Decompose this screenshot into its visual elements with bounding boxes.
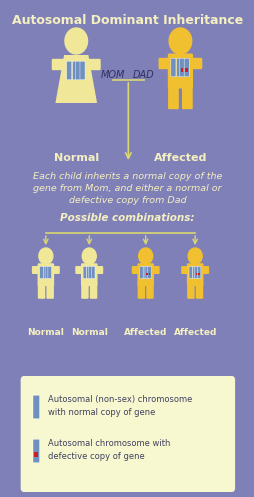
- FancyBboxPatch shape: [179, 58, 184, 77]
- FancyBboxPatch shape: [170, 58, 175, 77]
- Bar: [195, 273, 196, 275]
- FancyBboxPatch shape: [186, 263, 203, 286]
- Circle shape: [168, 28, 191, 54]
- Bar: [148, 273, 150, 275]
- Text: Each child inherits a normal copy of the: Each child inherits a normal copy of the: [33, 172, 221, 181]
- FancyBboxPatch shape: [176, 58, 181, 77]
- FancyBboxPatch shape: [192, 266, 196, 278]
- FancyBboxPatch shape: [83, 266, 86, 278]
- Text: MOM: MOM: [100, 70, 124, 80]
- Text: Normal: Normal: [27, 328, 64, 337]
- Circle shape: [138, 248, 152, 264]
- FancyBboxPatch shape: [181, 266, 188, 274]
- FancyBboxPatch shape: [91, 266, 94, 278]
- FancyBboxPatch shape: [81, 263, 97, 286]
- Text: gene from Mom, and either a normal or: gene from Mom, and either a normal or: [33, 184, 221, 193]
- FancyBboxPatch shape: [181, 85, 192, 109]
- FancyBboxPatch shape: [167, 54, 192, 88]
- Bar: [198, 273, 199, 275]
- Bar: [185, 69, 187, 72]
- FancyBboxPatch shape: [146, 283, 153, 299]
- Text: Affected: Affected: [153, 153, 206, 163]
- FancyBboxPatch shape: [75, 61, 80, 80]
- Circle shape: [39, 248, 53, 264]
- FancyBboxPatch shape: [137, 263, 153, 286]
- Polygon shape: [55, 55, 97, 103]
- FancyBboxPatch shape: [183, 58, 188, 77]
- FancyBboxPatch shape: [32, 266, 40, 274]
- FancyBboxPatch shape: [33, 395, 39, 419]
- FancyBboxPatch shape: [147, 266, 151, 278]
- Text: Affected: Affected: [123, 328, 167, 337]
- FancyBboxPatch shape: [40, 266, 43, 278]
- FancyBboxPatch shape: [37, 263, 54, 286]
- FancyBboxPatch shape: [38, 283, 45, 299]
- Text: defective copy from Dad: defective copy from Dad: [68, 196, 185, 205]
- FancyBboxPatch shape: [151, 266, 159, 274]
- FancyBboxPatch shape: [137, 283, 145, 299]
- Bar: [34, 452, 38, 457]
- FancyBboxPatch shape: [43, 266, 47, 278]
- FancyBboxPatch shape: [45, 266, 49, 278]
- FancyBboxPatch shape: [188, 266, 192, 278]
- Bar: [146, 273, 147, 275]
- Text: DAD: DAD: [133, 70, 154, 80]
- FancyBboxPatch shape: [52, 266, 60, 274]
- FancyBboxPatch shape: [200, 266, 208, 274]
- FancyBboxPatch shape: [33, 439, 39, 463]
- FancyBboxPatch shape: [195, 283, 202, 299]
- FancyBboxPatch shape: [48, 266, 51, 278]
- FancyBboxPatch shape: [75, 266, 83, 274]
- Circle shape: [65, 28, 87, 54]
- FancyBboxPatch shape: [158, 58, 169, 69]
- Text: Autosomal chromosome with
defective copy of gene: Autosomal chromosome with defective copy…: [47, 439, 169, 461]
- FancyBboxPatch shape: [131, 266, 139, 274]
- FancyBboxPatch shape: [67, 61, 71, 80]
- Text: Autosomal (non-sex) chromosome
with normal copy of gene: Autosomal (non-sex) chromosome with norm…: [47, 395, 191, 417]
- Text: Possible combinations:: Possible combinations:: [60, 213, 194, 223]
- FancyBboxPatch shape: [190, 58, 201, 69]
- FancyBboxPatch shape: [72, 61, 77, 80]
- Text: Normal: Normal: [53, 153, 98, 163]
- FancyBboxPatch shape: [21, 376, 234, 492]
- Bar: [180, 69, 183, 72]
- FancyBboxPatch shape: [167, 85, 178, 109]
- FancyBboxPatch shape: [142, 266, 146, 278]
- Text: Normal: Normal: [71, 328, 107, 337]
- FancyBboxPatch shape: [186, 283, 194, 299]
- FancyBboxPatch shape: [80, 61, 85, 80]
- FancyBboxPatch shape: [81, 283, 88, 299]
- FancyBboxPatch shape: [86, 266, 90, 278]
- FancyBboxPatch shape: [144, 266, 148, 278]
- FancyBboxPatch shape: [89, 283, 97, 299]
- FancyBboxPatch shape: [139, 266, 142, 278]
- Text: Autosomal Dominant Inheritance: Autosomal Dominant Inheritance: [12, 14, 242, 27]
- FancyBboxPatch shape: [46, 283, 54, 299]
- Text: Affected: Affected: [173, 328, 216, 337]
- FancyBboxPatch shape: [196, 266, 200, 278]
- Circle shape: [187, 248, 201, 264]
- Circle shape: [82, 248, 96, 264]
- FancyBboxPatch shape: [194, 266, 197, 278]
- FancyBboxPatch shape: [88, 266, 92, 278]
- FancyBboxPatch shape: [95, 266, 103, 274]
- FancyBboxPatch shape: [52, 59, 65, 70]
- FancyBboxPatch shape: [87, 59, 100, 70]
